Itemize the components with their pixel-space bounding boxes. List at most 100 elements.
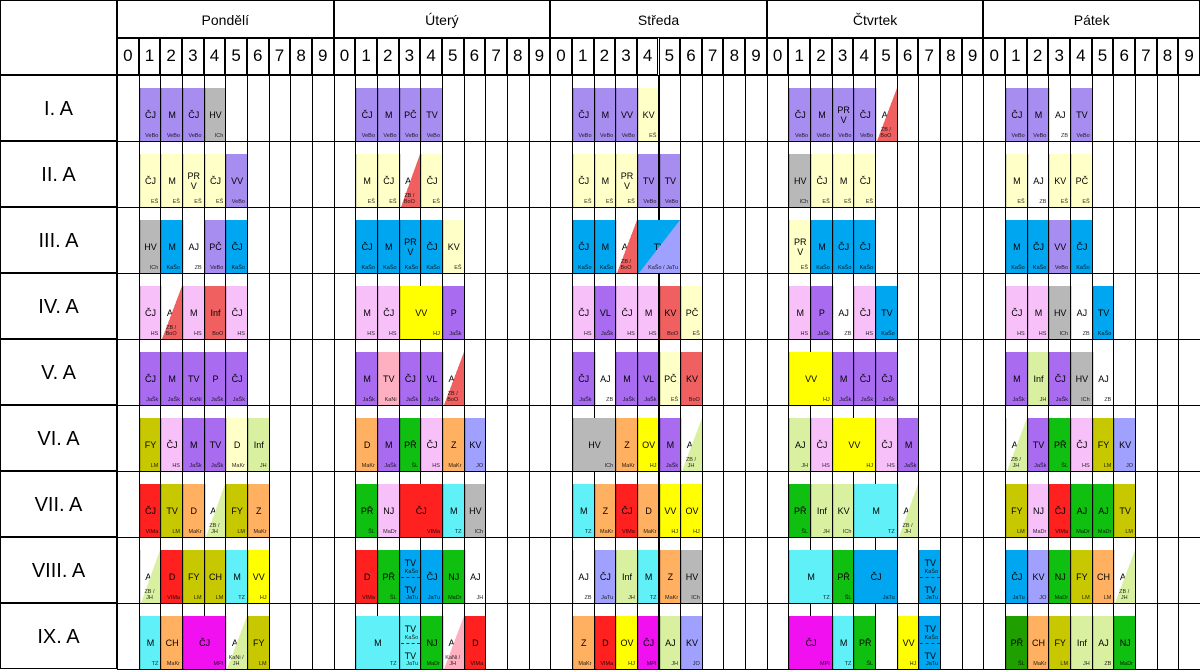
timetable-cell[interactable] — [940, 603, 963, 670]
lesson-block[interactable]: ČJ JaŠk — [1049, 352, 1071, 405]
lesson-block[interactable]: AJ ZB — [832, 286, 854, 339]
timetable-cell[interactable] — [117, 471, 140, 538]
timetable-cell[interactable] — [268, 537, 292, 604]
lesson-block[interactable]: D VIMa — [594, 616, 616, 669]
lesson-block[interactable]: ČJ JaŠk — [854, 352, 876, 405]
timetable-cell[interactable] — [961, 339, 985, 406]
lesson-block[interactable]: VL JaŠk — [594, 286, 616, 339]
timetable-cell[interactable] — [485, 339, 508, 406]
timetable-cell[interactable] — [1156, 75, 1180, 142]
timetable-cell[interactable] — [918, 471, 942, 538]
timetable-cell[interactable] — [1178, 339, 1200, 406]
lesson-block[interactable]: PŘ ŠL — [789, 484, 811, 537]
timetable-cell[interactable] — [680, 207, 703, 274]
lesson-block[interactable]: TV KaŠo — [876, 286, 897, 339]
timetable-cell[interactable] — [1113, 75, 1137, 142]
timetable-cell[interactable] — [940, 339, 963, 406]
lesson-block[interactable]: AJ ZB / BoO — [399, 154, 421, 207]
lesson-block[interactable]: AJ JH — [789, 418, 811, 471]
timetable-cell[interactable] — [745, 339, 768, 406]
timetable-cell[interactable] — [117, 207, 140, 274]
lesson-block[interactable]: Z MaKr — [616, 418, 637, 471]
timetable-cell[interactable] — [918, 207, 942, 274]
timetable-cell[interactable] — [311, 405, 335, 472]
lesson-block[interactable]: Z MaKr — [572, 616, 594, 669]
timetable-cell[interactable] — [723, 75, 747, 142]
lesson-block[interactable]: NJ MaDr — [377, 484, 399, 537]
lesson-block[interactable]: M HS — [356, 286, 377, 339]
lesson-block[interactable]: OV HJ — [681, 484, 702, 537]
timetable-cell[interactable] — [745, 273, 768, 340]
lesson-block[interactable]: M EŠ — [161, 154, 182, 207]
lesson-block[interactable]: KV EŠ — [637, 88, 659, 141]
lesson-block[interactable]: M TZ — [637, 550, 659, 603]
lesson-block[interactable]: PČ EŠ — [681, 286, 702, 339]
timetable-cell[interactable] — [745, 207, 768, 274]
timetable-cell[interactable] — [875, 207, 898, 274]
timetable-cell[interactable] — [268, 141, 292, 208]
lesson-block[interactable]: KV EŠ — [442, 220, 464, 273]
timetable-cell[interactable] — [550, 339, 573, 406]
timetable-cell[interactable] — [983, 537, 1007, 604]
lesson-block[interactable]: TV KaŠo TV JaTu — [399, 550, 421, 603]
timetable-cell[interactable] — [311, 207, 335, 274]
lesson-block[interactable]: AJ ZB — [1027, 154, 1049, 207]
timetable-cell[interactable] — [506, 603, 530, 670]
timetable-cell[interactable] — [117, 141, 140, 208]
timetable-cell[interactable] — [528, 537, 552, 604]
lesson-block[interactable]: P JaŠk — [442, 286, 464, 339]
lesson-block[interactable]: ČJ JaTu — [1006, 550, 1027, 603]
lesson-block[interactable]: ČJ JaŠk — [226, 352, 247, 405]
lesson-block[interactable]: AJ ZB — [1092, 352, 1114, 405]
lesson-block[interactable]: KV JO — [1027, 550, 1049, 603]
timetable-cell[interactable] — [290, 537, 313, 604]
timetable-cell[interactable] — [1156, 339, 1180, 406]
timetable-cell[interactable] — [680, 75, 703, 142]
lesson-block[interactable]: PŘ ŠL — [854, 616, 876, 669]
timetable-cell[interactable] — [961, 603, 985, 670]
timetable-cell[interactable] — [1178, 141, 1200, 208]
lesson-block[interactable]: HV ICh — [789, 154, 811, 207]
lesson-block[interactable]: M VeBo — [811, 88, 832, 141]
lesson-block[interactable]: FY LM — [139, 418, 161, 471]
lesson-block[interactable]: FY LM — [1092, 418, 1114, 471]
lesson-block[interactable]: VV HJ — [832, 418, 876, 471]
lesson-block[interactable]: M JaŠk — [356, 352, 377, 405]
timetable-cell[interactable] — [940, 273, 963, 340]
lesson-block[interactable]: ČJ HS — [1071, 418, 1092, 471]
lesson-block[interactable]: ČJ HS — [139, 286, 161, 339]
lesson-block[interactable]: KV JO — [1114, 418, 1136, 471]
timetable-cell[interactable] — [311, 141, 335, 208]
lesson-block[interactable]: AJ ZB — [182, 220, 204, 273]
timetable-cell[interactable] — [1091, 75, 1115, 142]
timetable-cell[interactable] — [1178, 75, 1200, 142]
lesson-block[interactable]: AJ ZB / JH — [204, 484, 226, 537]
lesson-block[interactable]: PČ EŠ — [1071, 154, 1092, 207]
lesson-block[interactable]: ČJ HS — [226, 286, 247, 339]
lesson-block[interactable]: AJ ZB / BoO — [616, 220, 637, 273]
timetable-cell[interactable] — [550, 273, 573, 340]
timetable-cell[interactable] — [333, 207, 357, 274]
timetable-cell[interactable] — [1135, 75, 1158, 142]
lesson-block[interactable]: KV BoO — [659, 286, 681, 339]
lesson-block[interactable]: M TZ — [832, 616, 854, 669]
lesson-block[interactable]: HV ICh — [1071, 352, 1092, 405]
timetable-cell[interactable] — [918, 75, 942, 142]
lesson-block[interactable]: HV ICh — [1049, 286, 1071, 339]
timetable-cell[interactable] — [896, 75, 920, 142]
lesson-block[interactable]: ČJ VeBo — [854, 88, 876, 141]
lesson-block[interactable]: M EŠ — [594, 154, 616, 207]
lesson-block[interactable]: PR V EŠ — [616, 154, 637, 207]
lesson-block[interactable]: ČJ MPI — [637, 616, 659, 669]
lesson-block[interactable]: OV HJ — [616, 616, 637, 669]
lesson-block[interactable]: TV LM — [1114, 484, 1136, 537]
lesson-block[interactable]: PŘ ŠL — [832, 550, 854, 603]
timetable-cell[interactable] — [1091, 141, 1115, 208]
timetable-cell[interactable] — [961, 273, 985, 340]
timetable-cell[interactable] — [311, 537, 335, 604]
lesson-block[interactable]: KV JO — [464, 418, 486, 471]
lesson-block[interactable]: PŘ ŠL — [377, 550, 399, 603]
timetable-cell[interactable] — [766, 339, 790, 406]
timetable-cell[interactable] — [485, 75, 508, 142]
timetable-cell[interactable] — [940, 537, 963, 604]
